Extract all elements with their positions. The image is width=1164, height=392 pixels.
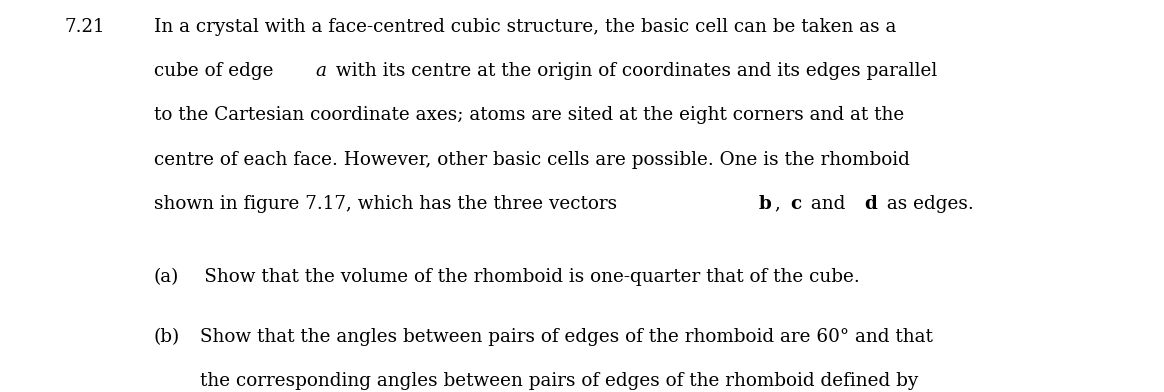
Text: shown in figure 7.17, which has the three vectors: shown in figure 7.17, which has the thre… — [154, 195, 623, 213]
Text: b: b — [759, 195, 772, 213]
Text: c: c — [790, 195, 802, 213]
Text: centre of each face. However, other basic cells are possible. One is the rhomboi: centre of each face. However, other basi… — [154, 151, 909, 169]
Text: ,: , — [775, 195, 787, 213]
Text: as edges.: as edges. — [881, 195, 974, 213]
Text: the corresponding angles between pairs of edges of the rhomboid defined by: the corresponding angles between pairs o… — [200, 372, 918, 390]
Text: (b): (b) — [154, 328, 180, 346]
Text: and: and — [805, 195, 851, 213]
Text: 7.21: 7.21 — [64, 18, 105, 36]
Text: Show that the angles between pairs of edges of the rhomboid are 60° and that: Show that the angles between pairs of ed… — [200, 328, 934, 346]
Text: d: d — [865, 195, 878, 213]
Text: with its centre at the origin of coordinates and its edges parallel: with its centre at the origin of coordin… — [329, 62, 937, 80]
Text: to the Cartesian coordinate axes; atoms are sited at the eight corners and at th: to the Cartesian coordinate axes; atoms … — [154, 106, 904, 124]
Text: (a): (a) — [154, 268, 179, 286]
Text: In a crystal with a face-centred cubic structure, the basic cell can be taken as: In a crystal with a face-centred cubic s… — [154, 18, 896, 36]
Text: Show that the volume of the rhomboid is one-quarter that of the cube.: Show that the volume of the rhomboid is … — [186, 268, 860, 286]
Text: a: a — [315, 62, 326, 80]
Text: cube of edge: cube of edge — [154, 62, 279, 80]
